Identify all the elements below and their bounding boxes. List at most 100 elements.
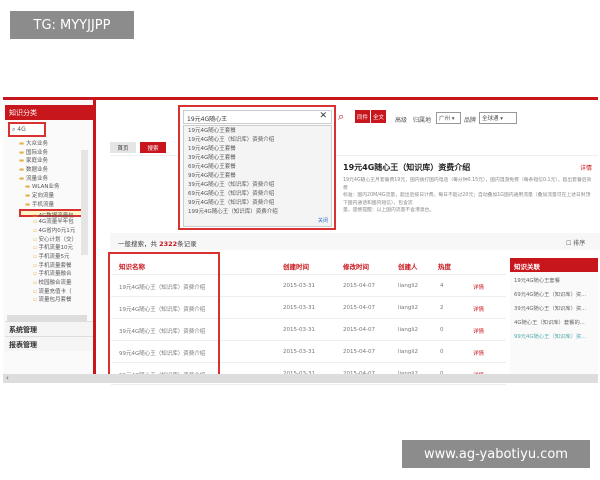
tree-item[interactable]: ▫ 4G数据流量包 [19, 208, 88, 219]
tree-item[interactable]: ▫ 安心计划（交） [13, 235, 88, 244]
result-title: 19元4G随心王（知识库）资费介绍 [343, 163, 471, 172]
result-detail-link[interactable]: 详情 [580, 165, 593, 172]
scroll-left-icon[interactable]: ‹ [6, 374, 9, 382]
tree-scrollbar[interactable] [81, 150, 88, 255]
region-select[interactable]: 广州 ▾ [436, 112, 461, 124]
tree-item[interactable]: ▫ 4G流量半年包 [13, 217, 88, 226]
tree-item[interactable]: ▬ 家庭业务 [13, 156, 88, 165]
sort-checkbox[interactable]: ☐ 排序 [566, 240, 586, 247]
suggestion-item[interactable]: 19元4G随心王（知识库）资费介绍 [188, 137, 275, 143]
tree-item[interactable]: ▫ 流量充值卡（ [13, 287, 88, 296]
suggestion-item[interactable]: 19元4G随心王套餐 [188, 128, 236, 134]
tree-hscrollbar[interactable] [7, 315, 87, 321]
table-cell: 2015-03-31 [283, 349, 315, 355]
sort-label: 排序 [573, 240, 586, 247]
suggestion-item[interactable]: 39元4G随心王（知识库）资费介绍 [188, 182, 275, 188]
related-item[interactable]: 4G随心王（知识库）套餐的... [514, 320, 585, 326]
tree-item[interactable]: ▬ 定向流量 [13, 191, 88, 200]
tree-item[interactable]: ▫ 手机流量融合 [13, 269, 88, 278]
desc-line: 19元4G随心王月套餐费19元，国内拨打国内电话（每分钟0.15元），国内漫游免… [343, 178, 592, 191]
search-icon[interactable]: ⌕ [338, 110, 345, 123]
brand-value: 全球通 [482, 116, 499, 122]
tree-item[interactable]: ▫ 手机流量套餐 [13, 261, 88, 270]
table-row[interactable]: 99元4G随心王（知识库）资费介绍 2015-03-31 2015-04-07 lia… [111, 341, 506, 363]
close-suggestions[interactable]: 关闭 [318, 218, 329, 224]
sidebar: 知识分类 ⌕ 4G ▬ 大众业务 ▬ 国际业务 ▬ 家庭业务 ▬ 数据业务 ▬ 流量业务… [3, 100, 96, 383]
detail-link[interactable]: 详情 [473, 351, 485, 357]
tree-item[interactable]: ▬ 流量业务 [13, 174, 88, 183]
column-header[interactable]: 热度 [438, 263, 451, 271]
tree-item[interactable]: ▬ 手机流量 [13, 200, 88, 209]
clear-icon[interactable]: ✕ [319, 111, 327, 121]
table-cell: 4 [440, 283, 444, 289]
menu-system[interactable]: 系统管理 [5, 321, 93, 336]
table-row[interactable]: 39元4G随心王（知识库）资费介绍 2015-03-31 2015-04-07 lia… [111, 319, 506, 341]
watermark-bottom: www.ag-yabotiyu.com [402, 440, 590, 468]
related-item[interactable]: 69元4G随心王（知识库）资... [514, 292, 587, 298]
tree-item[interactable]: ▫ 校园融合流量 [13, 278, 88, 287]
tree-item[interactable]: ▫ 4G省内0元1元 [13, 226, 88, 235]
suggestion-item[interactable]: 99元4G随心王套餐 [188, 173, 236, 179]
tree-item[interactable]: ▫ 流量包月套餐 [13, 295, 88, 304]
table-cell: liangli2 [398, 349, 418, 355]
suggestion-item[interactable]: 69元4G随心王套餐 [188, 164, 236, 170]
tree-item-label: 流量包月套餐 [38, 297, 72, 304]
advanced-link[interactable]: 高级 [395, 117, 408, 124]
suggestion-item[interactable]: 19元4G随心王套餐 [188, 146, 236, 152]
app-window: 知识分类 ⌕ 4G ▬ 大众业务 ▬ 国际业务 ▬ 家庭业务 ▬ 数据业务 ▬ 流量业务… [3, 97, 600, 385]
suggestion-item[interactable]: 39元4G随心王套餐 [188, 155, 236, 161]
tree-item[interactable]: ▬ 国际业务 [13, 148, 88, 157]
tree-item[interactable]: ▫ 手机流量10元 [13, 243, 88, 252]
tab-home[interactable]: 首页 [110, 142, 136, 153]
table-cell: 2015-03-31 [283, 283, 315, 289]
search-button-fulltext[interactable]: 全文 [371, 110, 386, 123]
brand-label: 品牌 [464, 117, 477, 124]
related-title: 知识关联 [510, 258, 598, 272]
tree-item[interactable]: ▬ WLAN业务 [13, 182, 88, 191]
column-header[interactable]: 修改时间 [343, 263, 369, 271]
column-header[interactable]: 知识名称 [119, 263, 145, 271]
search-button-title[interactable]: 同件 [355, 110, 370, 123]
tree-item-label: 数据业务 [25, 167, 48, 174]
related-panel: 知识关联 19元4G随心王套餐 69元4G随心王（知识库）资... 39元4G随心王… [510, 258, 598, 378]
tree-item[interactable]: ▫ 手机流量5元 [13, 252, 88, 261]
related-item[interactable]: 19元4G随心王套餐 [514, 278, 560, 284]
sidebar-search-value: 4G [17, 126, 26, 133]
result-count: 2322 [159, 240, 178, 248]
file-icon: ▫ [33, 280, 37, 286]
table-cell: 39元4G随心王（知识库）资费介绍 [119, 329, 206, 335]
column-header[interactable]: 创建人 [398, 263, 418, 271]
tab-search[interactable]: 搜索 [140, 142, 166, 153]
table-cell: 19元4G随心王（知识库）资费介绍 [119, 307, 206, 313]
tree-item-label: 手机流量套餐 [38, 262, 72, 269]
table-cell: 99元4G随心王（知识库）资费介绍 [119, 351, 206, 357]
name-column-highlight [108, 252, 220, 378]
sidebar-search-input[interactable]: ⌕ 4G [8, 122, 46, 137]
summary-prefix: 一般搜索，共 [118, 240, 160, 248]
brand-select[interactable]: 全球通 ▾ [479, 112, 517, 124]
search-input[interactable]: 19元4G随心王 ✕ [183, 110, 332, 124]
tree-item-label: 手机流量10元 [38, 245, 73, 252]
suggestion-item[interactable]: 99元4G随心王（知识库）资费介绍 [188, 200, 275, 206]
tree-item[interactable]: ▬ 大众业务 [13, 139, 88, 148]
tree-item[interactable]: ▬ 数据业务 [13, 165, 88, 174]
detail-link[interactable]: 详情 [473, 329, 485, 335]
folder-icon: ▬ [19, 149, 25, 156]
detail-link[interactable]: 详情 [473, 285, 485, 291]
suggestion-dropdown: 19元4G随心王套餐 19元4G随心王（知识库）资费介绍 19元4G随心王套餐 39元… [183, 125, 332, 227]
divider [110, 155, 598, 156]
suggestion-item[interactable]: 199元4G随心王（知识库）资费介绍 [188, 209, 278, 215]
table-cell: 2015-04-07 [343, 327, 375, 333]
related-item[interactable]: 99元4G随心王（知识库）资... [514, 334, 587, 340]
table-row[interactable]: 19元4G随心王（知识库）资费介绍 2015-03-31 2015-04-07 lia… [111, 297, 506, 319]
column-header[interactable]: 创建时间 [283, 263, 309, 271]
menu-reports[interactable]: 报表管理 [5, 336, 93, 351]
detail-link[interactable]: 详情 [473, 307, 485, 313]
suggestion-item[interactable]: 69元4G随心王（知识库）资费介绍 [188, 191, 275, 197]
related-item[interactable]: 39元4G随心王（知识库）资... [514, 306, 587, 312]
horizontal-scrollbar[interactable]: ‹ [3, 374, 598, 383]
table-cell: liangli2 [398, 283, 418, 289]
table-row[interactable]: 19元4G随心王（知识库）资费介绍 2015-03-31 2015-04-07 lia… [111, 275, 506, 297]
file-icon: ▫ [33, 271, 37, 278]
tree-item-label: 流量充值卡（ [38, 288, 72, 295]
